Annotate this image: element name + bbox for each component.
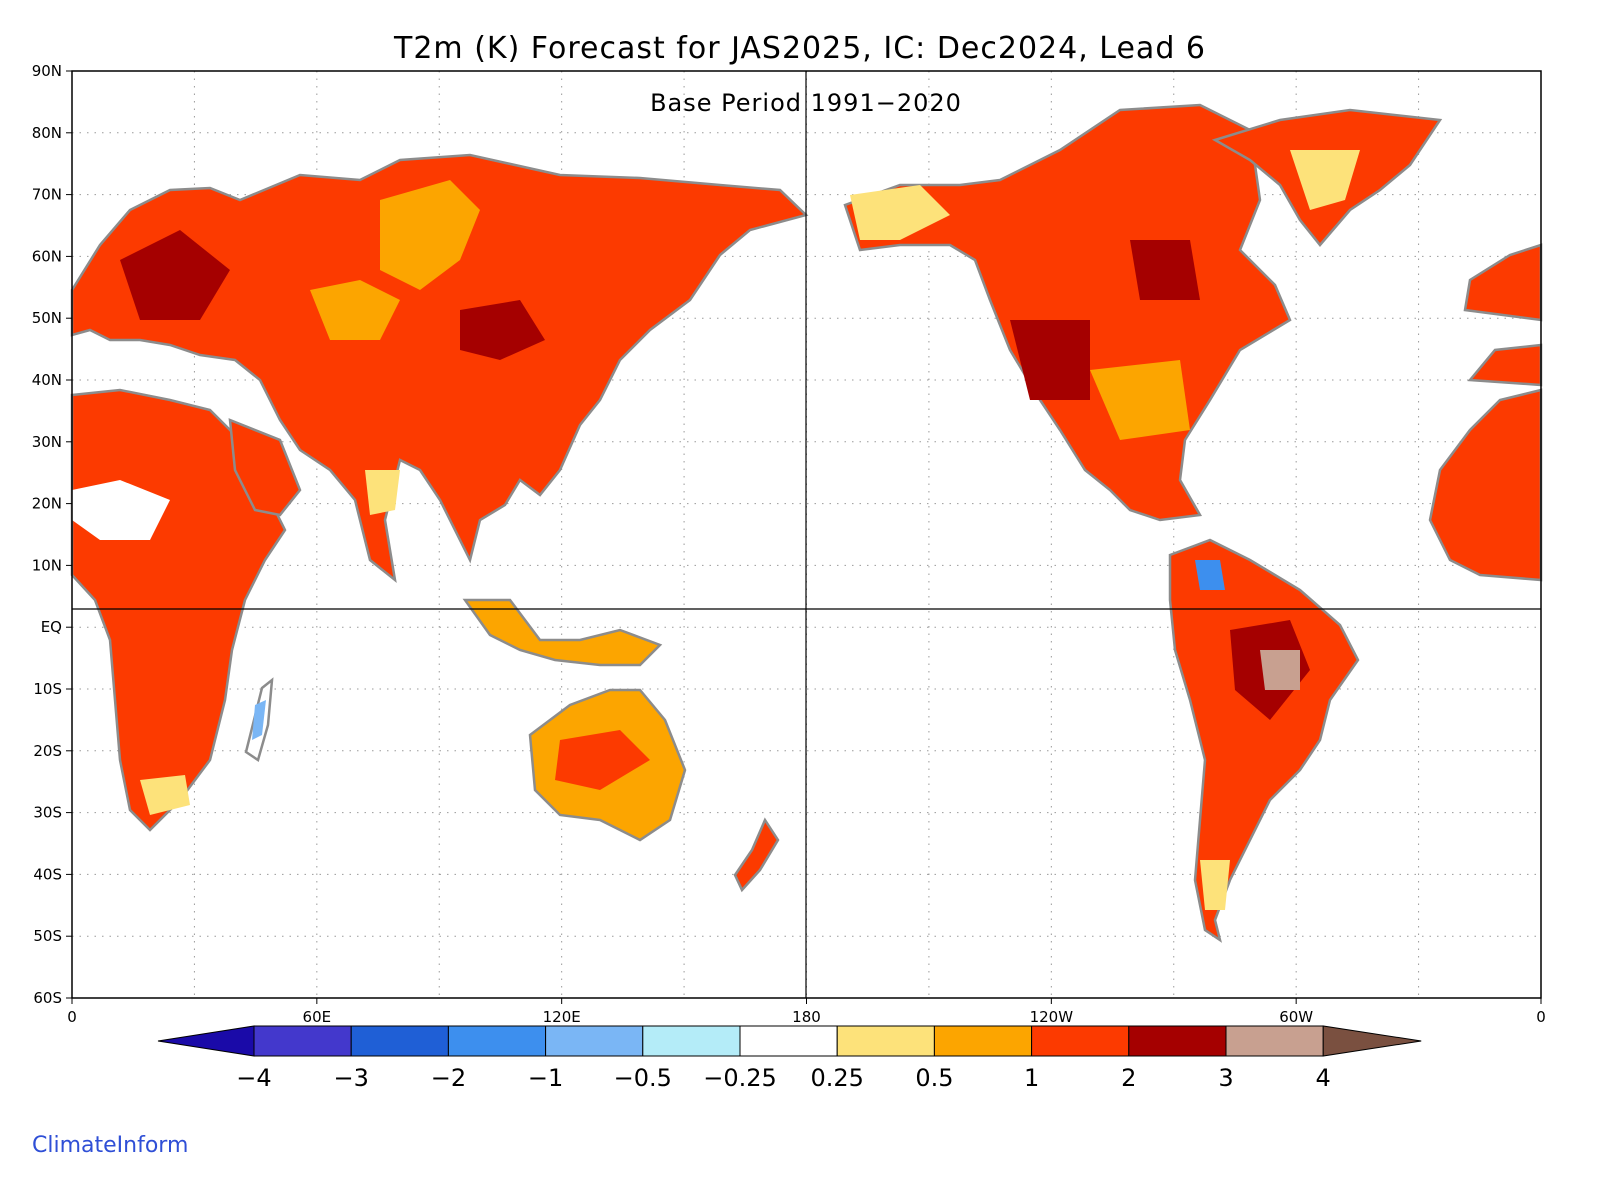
lon-tick-label: 60E (303, 1008, 332, 1026)
patch-greenland-yellow (1290, 150, 1360, 210)
patch-patagonia-yellow (1200, 860, 1230, 910)
lat-tick-label: 30S (33, 804, 62, 822)
colorbar-swatch (642, 1025, 741, 1057)
colorbar-label: −3 (334, 1064, 369, 1092)
colorbar-max-triangle (1322, 1025, 1422, 1057)
patch-madagascar-blue (252, 700, 266, 740)
anomaly-patches (72, 150, 1360, 910)
patch-canada-darkred (1130, 240, 1200, 300)
graticule (72, 71, 1541, 998)
colorbar: −4 −3 −2 −1 −0.5 −0.25 0.25 0.5 1 2 3 4 (157, 1025, 1422, 1092)
colorbar-label: −1 (528, 1064, 563, 1092)
colorbar-swatch (739, 1025, 838, 1057)
colorbar-label: 2 (1121, 1064, 1136, 1092)
lat-tick-label: 50N (32, 309, 62, 327)
patch-australia-red (555, 730, 650, 790)
map-title: T2m (K) Forecast for JAS2025, IC: Dec202… (393, 31, 1206, 66)
colorbar-label: 3 (1218, 1064, 1233, 1092)
patch-china-darkred (460, 300, 545, 360)
colorbar-swatch (1128, 1025, 1227, 1057)
colorbar-label: 0.5 (915, 1064, 953, 1092)
eurasia-landmass (70, 153, 809, 584)
lat-tick-label: 60N (32, 247, 62, 265)
colorbar-swatch (253, 1025, 352, 1057)
lat-tick-label: 10S (33, 680, 62, 698)
colorbar-label: −0.5 (614, 1064, 672, 1092)
lat-tick-label: 70N (32, 186, 62, 204)
patch-south-africa-yellow (140, 775, 190, 815)
lon-tick-label: 180 (792, 1008, 821, 1026)
colorbar-swatch (350, 1025, 449, 1057)
patch-brazil-tan (1260, 650, 1300, 690)
lat-tick-label: 50S (33, 927, 62, 945)
lon-tick-label: 0 (1536, 1008, 1546, 1026)
colorbar-min-triangle (157, 1025, 255, 1057)
patch-central-asia-orange (310, 280, 400, 340)
lat-tick-label: 20N (32, 495, 62, 513)
colorbar-label: −0.25 (703, 1064, 777, 1092)
lat-tick-label: 90N (32, 62, 62, 80)
lat-tick-label: 10N (32, 556, 62, 574)
colorbar-label: −2 (431, 1064, 466, 1092)
credit-text: ClimateInform (32, 1133, 188, 1158)
colorbar-label: 0.25 (810, 1064, 863, 1092)
lon-tick-label: 120W (1030, 1008, 1074, 1026)
patch-africa-white (72, 480, 170, 540)
longitude-axis: 0 60E 120E 180 120W 60W 0 (67, 998, 1546, 1026)
lat-tick-label: 30N (32, 433, 62, 451)
west-africa-right-edge (1428, 388, 1543, 582)
colorbar-swatch (447, 1025, 547, 1057)
lat-tick-label: 80N (32, 124, 62, 142)
lon-tick-label: 60W (1279, 1008, 1313, 1026)
maritime-continent (462, 598, 663, 667)
lat-tick-label: 40S (33, 865, 62, 883)
colorbar-label: −4 (236, 1064, 271, 1092)
colorbar-label: 4 (1316, 1064, 1331, 1092)
lat-tick-label: EQ (41, 618, 62, 636)
colorbar-swatch (1225, 1025, 1324, 1057)
south-america-landmass (1168, 538, 1360, 943)
colorbar-swatch (545, 1025, 644, 1057)
map-panel: Base Period 1991−2020 (70, 70, 1543, 999)
latitude-axis: 90N 80N 70N 60N 50N 40N 30N 20N 10N EQ 10S 20S 30S 40… (32, 62, 72, 1007)
arabia (228, 418, 302, 517)
colorbar-swatch (1031, 1025, 1130, 1057)
patch-india-yellow (365, 470, 400, 515)
lat-tick-label: 60S (33, 989, 62, 1007)
patch-alaska-yellow (850, 185, 950, 240)
new-zealand (733, 817, 780, 893)
patch-usa-darkred (1010, 320, 1090, 400)
map-subtitle: Base Period 1991−2020 (650, 89, 962, 117)
lat-tick-label: 40N (32, 371, 62, 389)
patch-usa-orange (1090, 360, 1190, 440)
patch-siberia-orange (380, 180, 480, 290)
colorbar-swatch (933, 1025, 1033, 1057)
colorbar-label: 1 (1024, 1064, 1039, 1092)
lon-tick-label: 120E (543, 1008, 581, 1026)
colorbar-swatch (836, 1025, 935, 1057)
lon-tick-label: 0 (67, 1008, 77, 1026)
patch-europe-darkred (120, 230, 230, 320)
patch-colombia-blue (1195, 560, 1225, 590)
lat-tick-label: 20S (33, 742, 62, 760)
